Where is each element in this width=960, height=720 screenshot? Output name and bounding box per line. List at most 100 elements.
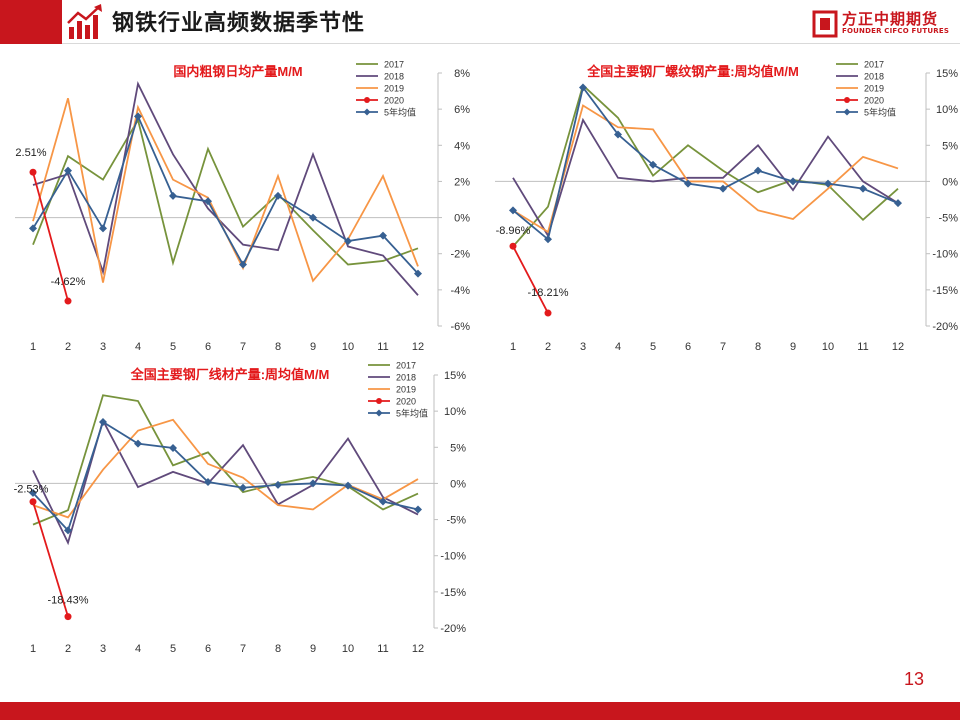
x-tick-label: 4 xyxy=(135,643,141,655)
data-point xyxy=(544,235,552,244)
legend-marker xyxy=(376,398,382,404)
x-tick-label: 4 xyxy=(615,341,621,353)
series-line-2020 xyxy=(512,245,549,314)
series-line-2019 xyxy=(512,104,899,234)
footer-bar xyxy=(0,702,960,720)
legend-marker xyxy=(364,97,370,103)
y-tick-label: -4% xyxy=(450,285,470,297)
data-label: -2.53% xyxy=(14,484,49,496)
series-line-2019 xyxy=(32,98,419,283)
x-tick-label: 12 xyxy=(892,341,904,353)
x-tick-label: 4 xyxy=(135,341,141,353)
x-tick-label: 9 xyxy=(790,341,796,353)
data-label: -18.43% xyxy=(48,595,89,607)
header-accent-block xyxy=(0,0,62,44)
chart-title: 全国主要钢厂螺纹钢产量:周均值M/M xyxy=(586,64,799,79)
series-line-5年均值 xyxy=(512,85,899,241)
x-tick-label: 12 xyxy=(412,341,424,353)
page-number: 13 xyxy=(904,669,925,689)
y-tick-label: 8% xyxy=(454,68,470,80)
legend-label: 2017 xyxy=(864,60,884,70)
x-tick-label: 2 xyxy=(545,341,551,353)
growth-chart-icon xyxy=(67,4,102,39)
series-line-2017 xyxy=(32,394,419,526)
y-tick-label: 10% xyxy=(444,406,466,418)
legend-label: 2019 xyxy=(396,385,416,395)
series-line-5年均值 xyxy=(32,113,419,275)
legend-label: 2019 xyxy=(864,84,884,94)
y-tick-label: -15% xyxy=(440,587,466,599)
data-point xyxy=(64,613,72,621)
data-point xyxy=(169,191,177,200)
data-point xyxy=(309,479,317,488)
x-tick-label: 1 xyxy=(30,643,36,655)
legend-label: 2018 xyxy=(384,72,404,82)
data-point xyxy=(344,481,352,490)
data-point xyxy=(649,160,657,169)
y-tick-label: 2% xyxy=(454,176,470,188)
data-point xyxy=(134,439,142,448)
data-point xyxy=(239,260,247,269)
legend-marker xyxy=(363,108,371,116)
data-point xyxy=(509,206,517,215)
page-title: 钢铁行业高频数据季节性 xyxy=(112,11,366,36)
legend-label: 2020 xyxy=(396,397,416,407)
data-point xyxy=(29,488,37,497)
data-point xyxy=(134,112,142,121)
legend-marker xyxy=(844,97,850,103)
x-tick-label: 7 xyxy=(240,341,246,353)
data-point xyxy=(544,309,552,317)
x-tick-label: 10 xyxy=(342,643,354,655)
data-point xyxy=(169,444,177,453)
x-tick-label: 11 xyxy=(377,643,388,655)
data-point xyxy=(414,505,422,514)
company-logo: 方正中期期货 FOUNDER CIFCO FUTURES xyxy=(812,8,952,40)
data-point xyxy=(29,224,37,233)
data-label: -18.21% xyxy=(528,287,569,299)
legend-label: 5年均值 xyxy=(864,107,896,118)
company-name-en: FOUNDER CIFCO FUTURES xyxy=(842,27,950,35)
series-line-2017 xyxy=(32,117,419,267)
data-point xyxy=(379,231,387,240)
series-line-2020 xyxy=(32,171,69,302)
y-tick-label: 0% xyxy=(942,176,958,188)
x-tick-label: 7 xyxy=(720,341,726,353)
data-point xyxy=(414,269,422,278)
x-tick-label: 9 xyxy=(310,341,316,353)
legend-marker xyxy=(843,108,851,116)
legend-label: 2017 xyxy=(396,361,416,371)
chart-title: 全国主要钢厂线材产量:周均值M/M xyxy=(130,367,330,382)
y-tick-label: -20% xyxy=(440,623,466,635)
data-point xyxy=(64,297,72,305)
data-point xyxy=(29,498,37,506)
data-point xyxy=(579,83,587,92)
data-point xyxy=(309,213,317,222)
data-point xyxy=(509,242,517,250)
legend-label: 2017 xyxy=(384,60,404,70)
data-point xyxy=(29,168,37,176)
x-tick-label: 12 xyxy=(412,643,424,655)
data-label: -4.62% xyxy=(51,276,86,288)
data-point xyxy=(824,179,832,188)
y-tick-label: 4% xyxy=(454,140,470,152)
x-tick-label: 2 xyxy=(65,643,71,655)
y-tick-label: 6% xyxy=(454,104,470,116)
chart-title: 国内粗钢日均产量M/M xyxy=(173,64,302,79)
data-label: 2.51% xyxy=(15,147,46,159)
x-tick-label: 8 xyxy=(275,341,281,353)
data-point xyxy=(204,197,212,206)
x-tick-label: 6 xyxy=(685,341,691,353)
header-bar: 钢铁行业高频数据季节性 方正中期期货 FOUNDER CIFCO FUTURES xyxy=(0,0,960,44)
y-tick-label: -10% xyxy=(932,249,958,261)
x-tick-label: 2 xyxy=(65,341,71,353)
data-point xyxy=(239,483,247,492)
series-line-2020 xyxy=(32,501,69,617)
data-point xyxy=(379,497,387,506)
legend-marker xyxy=(375,409,383,417)
data-point xyxy=(64,526,72,535)
x-tick-label: 6 xyxy=(205,643,211,655)
data-point xyxy=(754,166,762,175)
x-tick-label: 3 xyxy=(100,341,106,353)
y-tick-label: 10% xyxy=(936,104,958,116)
data-label: -8.96% xyxy=(496,225,531,237)
